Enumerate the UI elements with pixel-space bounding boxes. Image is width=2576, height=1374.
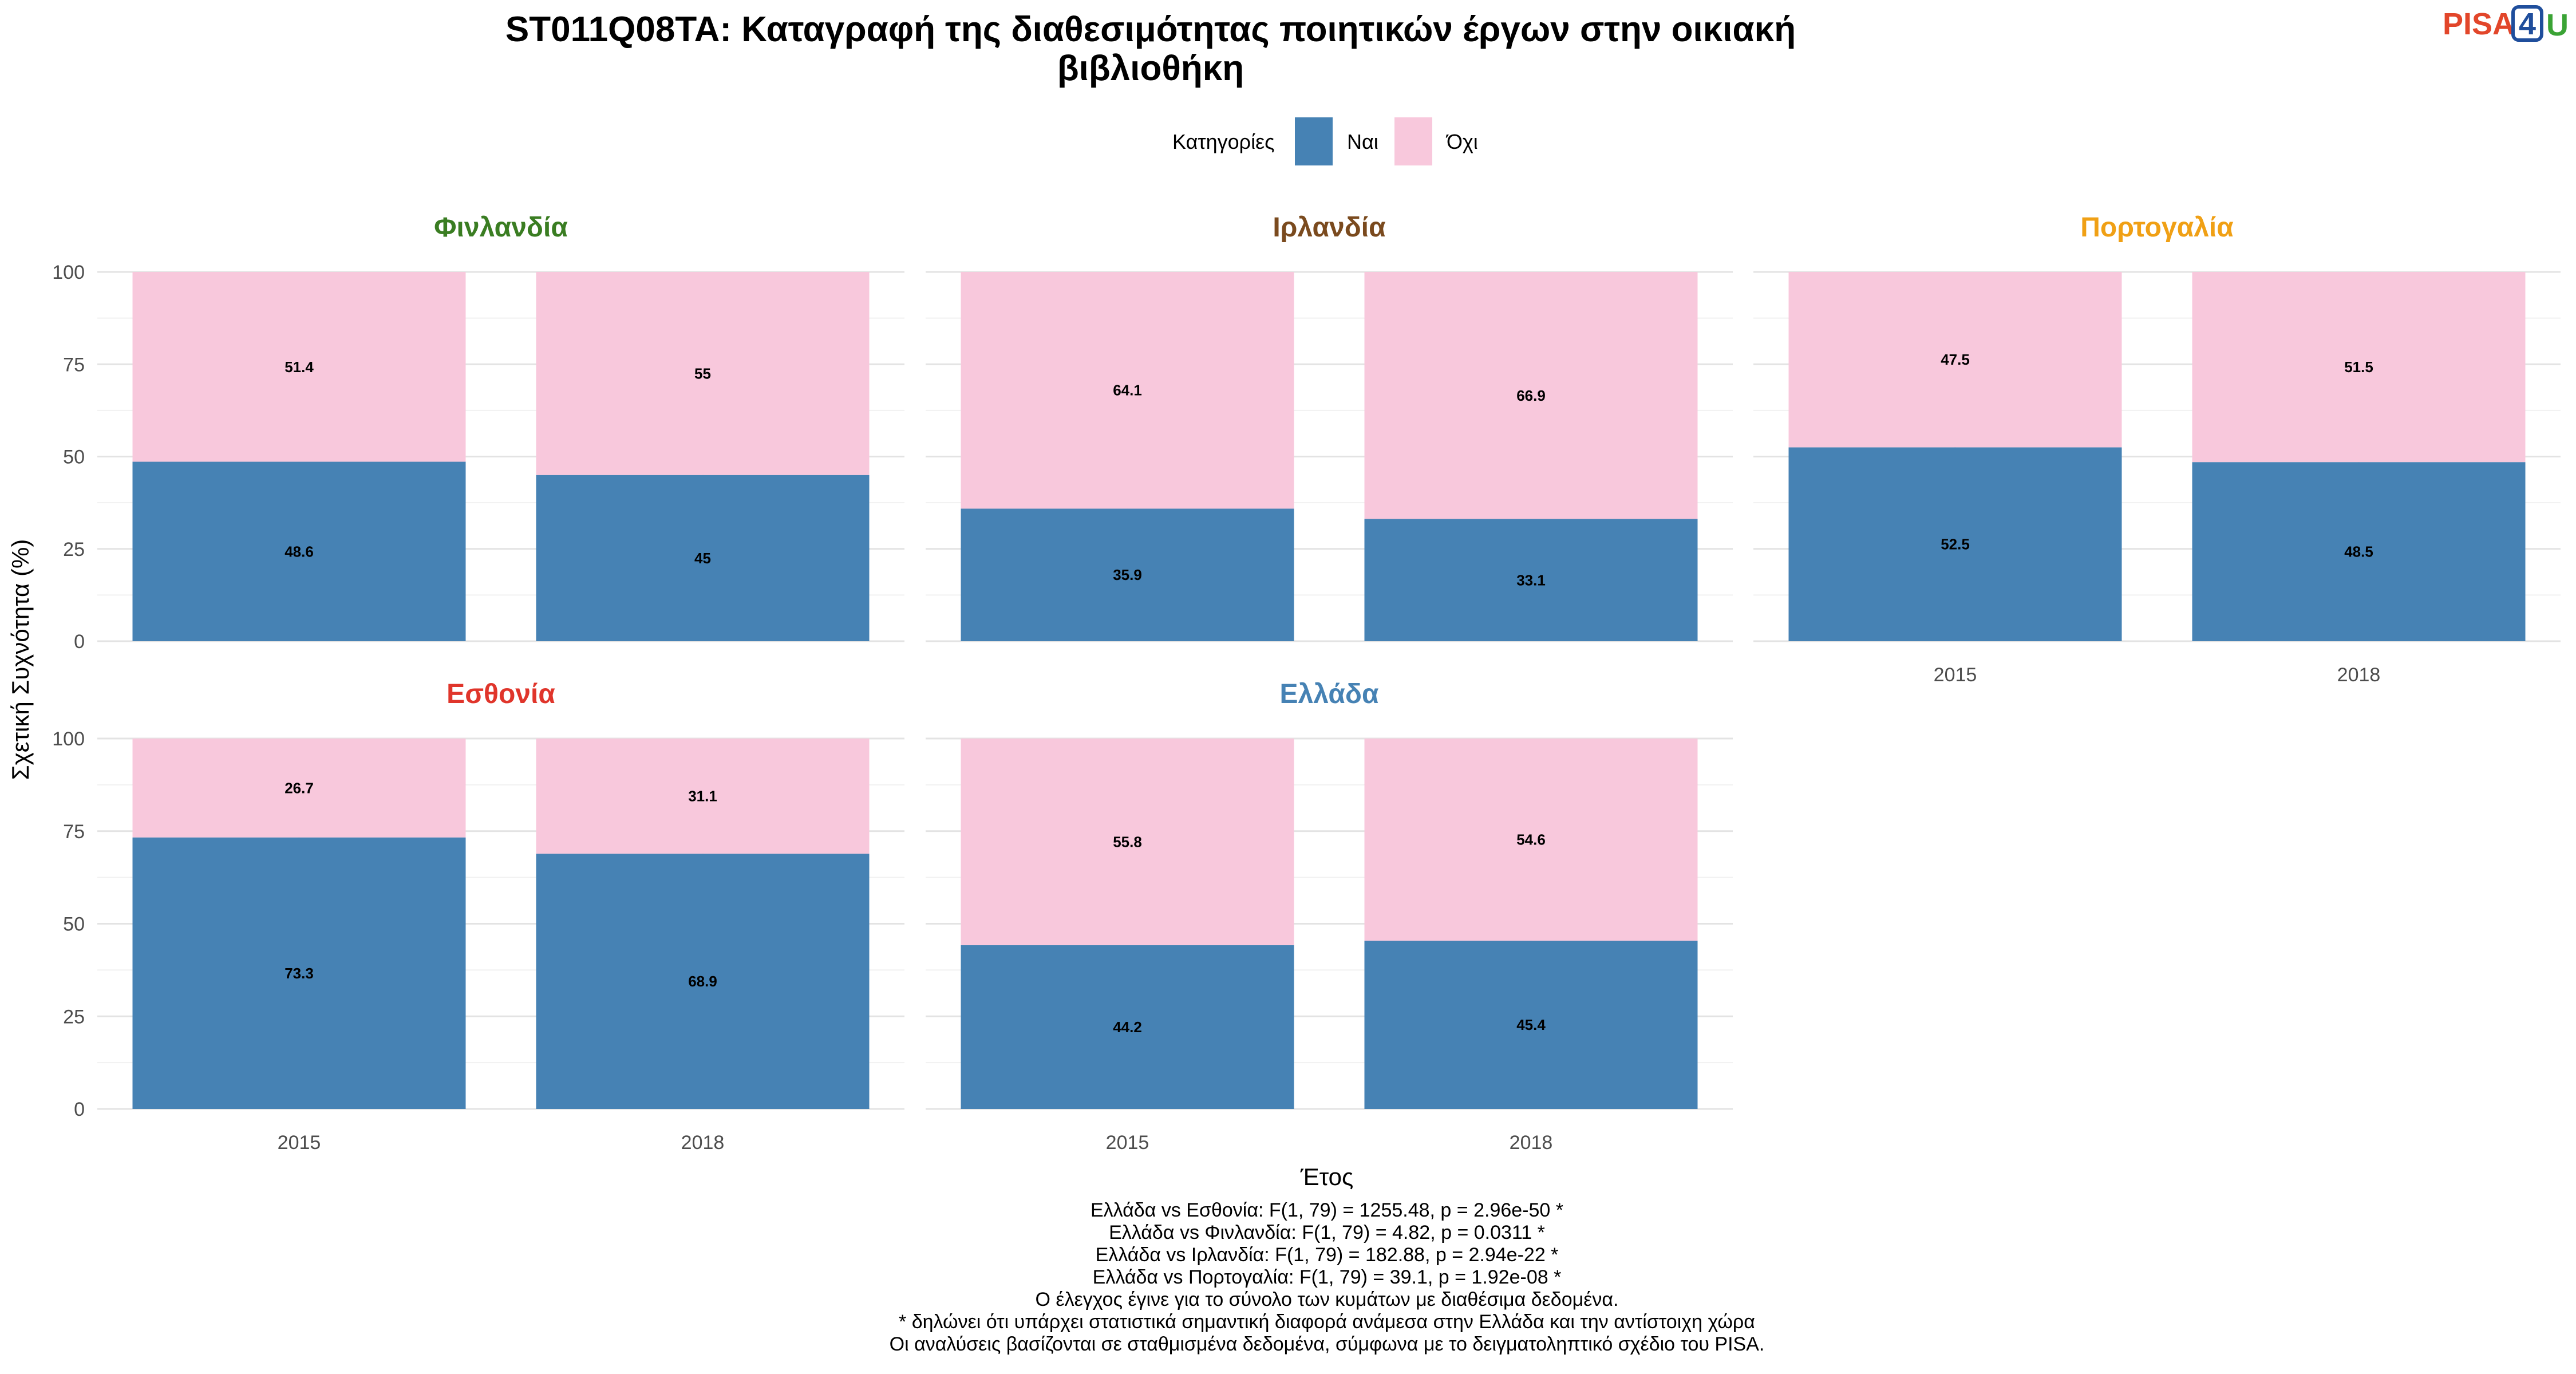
panel-2-bar-oxi-2018 bbox=[1364, 272, 1698, 519]
panel-4-y-tick-label: 25 bbox=[63, 1006, 85, 1028]
panel-1-bar-nai-2015 bbox=[132, 461, 466, 641]
panel-1-label-oxi-2018: 55 bbox=[694, 365, 711, 382]
x-axis-title: Έτος bbox=[1300, 1163, 1354, 1190]
panel-1-y-tick-label: 0 bbox=[74, 631, 85, 653]
panel-4-bar-oxi-2015 bbox=[132, 739, 466, 838]
caption-line-2: Ελλάδα vs Φινλανδία: F(1, 79) = 4.82, p … bbox=[1109, 1222, 1545, 1243]
logo-4-box bbox=[2511, 5, 2543, 42]
legend-swatch-oxi bbox=[1394, 117, 1432, 165]
logo-pisa-text: PISA bbox=[2443, 7, 2515, 41]
panel-2-bar-nai-2018 bbox=[1364, 519, 1698, 641]
panel-1-y-tick-label: 75 bbox=[63, 354, 85, 376]
caption-line-5: Ο έλεγχος έγινε για το σύνολο των κυμάτω… bbox=[1036, 1289, 1619, 1310]
legend: Κατηγορίες Ναι Όχι bbox=[1172, 117, 1478, 165]
chart-title: ST011Q08TA: Καταγραφή της διαθεσιμότητας… bbox=[505, 10, 1796, 88]
panel-1-y-tick-label: 50 bbox=[63, 447, 85, 468]
panel-3-bar-nai-2015 bbox=[1788, 447, 2122, 641]
panel-3-bar-oxi-2018 bbox=[2192, 272, 2526, 463]
panel-4-bar-nai-2015 bbox=[132, 837, 466, 1109]
panel-4-y-tick-label: 100 bbox=[52, 728, 85, 750]
panel-5-label-oxi-2018: 54.6 bbox=[1516, 831, 1546, 848]
caption-line-6: * δηλώνει ότι υπάρχει στατιστικά σημαντι… bbox=[899, 1311, 1755, 1333]
panel-2-bar-oxi-2015 bbox=[961, 272, 1294, 509]
panel-4-bar-nai-2018 bbox=[536, 854, 870, 1109]
panel-2-label-oxi-2018: 66.9 bbox=[1516, 387, 1546, 404]
panel-3-label-nai-2018: 48.5 bbox=[2344, 543, 2373, 560]
panel-1-label-nai-2015: 48.6 bbox=[285, 543, 314, 560]
panel-4-label-nai-2015: 73.3 bbox=[285, 965, 314, 982]
panel-3-x-tick-label: 2015 bbox=[1934, 664, 1977, 686]
panel-4-bar-oxi-2018 bbox=[536, 739, 870, 854]
panel-1-title: Φινλανδία bbox=[434, 212, 568, 243]
legend-label-nai: Ναι bbox=[1347, 130, 1378, 153]
panel-5-bar-oxi-2018 bbox=[1364, 739, 1698, 941]
panel-4-x-tick-label: 2018 bbox=[681, 1132, 725, 1154]
panel-4-title: Εσθονία bbox=[447, 679, 555, 709]
panel-5-bar-oxi-2015 bbox=[961, 739, 1294, 946]
panel-5-bar-nai-2018 bbox=[1364, 941, 1698, 1109]
panel-4-label-oxi-2018: 31.1 bbox=[688, 788, 717, 805]
legend-swatch-nai bbox=[1295, 117, 1333, 165]
panel-3-x-tick-label: 2018 bbox=[2337, 664, 2381, 686]
caption-line-1: Ελλάδα vs Εσθονία: F(1, 79) = 1255.48, p… bbox=[1091, 1199, 1563, 1221]
panel-3-bar-oxi-2015 bbox=[1788, 272, 2122, 448]
panel-5-label-nai-2018: 45.4 bbox=[1516, 1016, 1546, 1033]
y-axis-title: Σχετική Συχνότητα (%) bbox=[7, 539, 34, 780]
logo-4-text: 4 bbox=[2519, 7, 2536, 41]
panel-3: Πορτογαλία 52.5 47.5 48.5 51.5 2015 2018 bbox=[1753, 212, 2561, 686]
legend-title: Κατηγορίες bbox=[1172, 130, 1275, 153]
panel-3-label-oxi-2015: 47.5 bbox=[1941, 351, 1970, 368]
panel-5-x-tick-label: 2018 bbox=[1510, 1132, 1553, 1154]
panel-4: Εσθονία 0 25 50 75 100 73.3 26.7 68.9 31.1 2015 201… bbox=[52, 679, 904, 1154]
facet-panels: Φινλανδία 0 25 50 75 100 48.6 51.4 45 55 Ιρλανδία 3… bbox=[52, 212, 2561, 1154]
panel-5-label-oxi-2015: 55.8 bbox=[1113, 834, 1142, 851]
panel-3-label-nai-2015: 52.5 bbox=[1941, 536, 1970, 553]
legend-label-oxi: Όχι bbox=[1445, 130, 1478, 153]
panel-1: Φινλανδία 0 25 50 75 100 48.6 51.4 45 55 bbox=[52, 212, 904, 653]
panel-5-bar-nai-2015 bbox=[961, 945, 1294, 1109]
caption-line-4: Ελλάδα vs Πορτογαλία: F(1, 79) = 39.1, p… bbox=[1093, 1266, 1562, 1288]
caption-line-3: Ελλάδα vs Ιρλανδία: F(1, 79) = 182.88, p… bbox=[1096, 1244, 1559, 1266]
panel-3-title: Πορτογαλία bbox=[2080, 212, 2234, 243]
caption: Ελλάδα vs Εσθονία: F(1, 79) = 1255.48, p… bbox=[890, 1199, 1765, 1355]
panel-2-title: Ιρλανδία bbox=[1273, 212, 1386, 243]
panel-4-y-tick-label: 50 bbox=[63, 914, 85, 935]
panel-1-bar-oxi-2015 bbox=[132, 272, 466, 462]
panel-1-label-nai-2018: 45 bbox=[694, 550, 711, 567]
panel-4-label-oxi-2015: 26.7 bbox=[285, 779, 314, 796]
panel-5-label-nai-2015: 44.2 bbox=[1113, 1018, 1142, 1036]
panel-1-bar-nai-2018 bbox=[536, 475, 870, 641]
panel-1-y-tick-label: 100 bbox=[52, 262, 85, 283]
panel-2-label-nai-2015: 35.9 bbox=[1113, 566, 1142, 583]
caption-line-7: Οι αναλύσεις βασίζονται σε σταθμισμένα δ… bbox=[890, 1333, 1765, 1355]
panel-5: Ελλάδα 44.2 55.8 45.4 54.6 2015 2018 bbox=[926, 679, 1733, 1154]
panel-4-label-nai-2018: 68.9 bbox=[688, 973, 717, 990]
panel-4-y-tick-label: 0 bbox=[74, 1099, 85, 1120]
chart-title-line-2: βιβλιοθήκη bbox=[1057, 49, 1244, 88]
panel-4-x-tick-label: 2015 bbox=[278, 1132, 321, 1154]
chart-title-line-1: ST011Q08TA: Καταγραφή της διαθεσιμότητας… bbox=[505, 10, 1796, 49]
panel-1-label-oxi-2015: 51.4 bbox=[285, 358, 314, 376]
panel-3-label-oxi-2018: 51.5 bbox=[2344, 358, 2373, 376]
panel-1-y-tick-label: 25 bbox=[63, 539, 85, 560]
panel-2-label-oxi-2015: 64.1 bbox=[1113, 382, 1142, 399]
panel-4-y-tick-label: 75 bbox=[63, 821, 85, 843]
panel-1-bar-oxi-2018 bbox=[536, 272, 870, 475]
logo: PISA 4 U bbox=[2443, 5, 2569, 42]
panel-5-title: Ελλάδα bbox=[1280, 679, 1379, 709]
logo-u-text: U bbox=[2546, 8, 2569, 42]
panel-3-bar-nai-2018 bbox=[2192, 462, 2526, 641]
panel-5-x-tick-label: 2015 bbox=[1106, 1132, 1149, 1154]
panel-2-label-nai-2018: 33.1 bbox=[1516, 571, 1546, 589]
panel-2-bar-nai-2015 bbox=[961, 508, 1294, 641]
panel-2: Ιρλανδία 35.9 64.1 33.1 66.9 bbox=[926, 212, 1733, 642]
